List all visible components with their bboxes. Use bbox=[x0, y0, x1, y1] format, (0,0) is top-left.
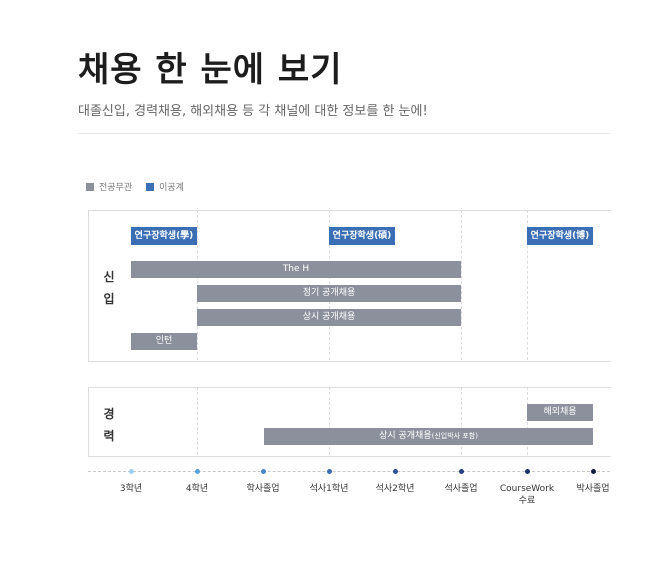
timeline-label-senior: 4학년 bbox=[157, 483, 237, 495]
legend-label-general: 전공무관 bbox=[99, 183, 133, 193]
regular-recruitment-bar: 정기 공개채용 bbox=[197, 285, 461, 302]
legend-label-science: 이공계 bbox=[159, 183, 184, 193]
timeline-dot bbox=[393, 469, 398, 474]
timeline-label-junior: 3학년 bbox=[91, 483, 171, 495]
experienced-ongoing-label: 상시 공개채용 bbox=[379, 431, 432, 441]
section-label-new-2: 입 bbox=[103, 292, 115, 306]
page-subtitle: 대졸신입, 경력채용, 해외채용 등 각 채널에 대한 정보를 한 눈에! bbox=[78, 104, 428, 119]
scholarship-master-chip: 연구장학생(碩) bbox=[329, 227, 395, 245]
timeline-dot bbox=[129, 469, 134, 474]
new-hire-panel bbox=[88, 210, 611, 362]
the-h-bar: The H bbox=[131, 261, 461, 278]
overseas-recruitment-bar: 해외채용 bbox=[527, 404, 593, 421]
timeline-dot bbox=[459, 469, 464, 474]
guide-line bbox=[329, 387, 330, 455]
legend-swatch-science bbox=[146, 182, 155, 191]
timeline-label-master-grad: 석사졸업 bbox=[421, 483, 501, 495]
timeline-label-text: 수료 bbox=[518, 496, 536, 506]
guide-line bbox=[527, 210, 528, 360]
timeline-dot bbox=[525, 469, 530, 474]
section-label-new-1: 신 bbox=[103, 270, 115, 284]
timeline-label-text: 학사졸업 bbox=[246, 484, 280, 494]
timeline-label-coursework: CourseWork 수료 bbox=[487, 483, 567, 507]
guide-line bbox=[461, 387, 462, 455]
timeline-label-text: 3학년 bbox=[119, 484, 143, 494]
legend-item-science: 이공계 bbox=[146, 180, 184, 193]
timeline-label-text: CourseWork bbox=[499, 484, 555, 494]
scholarship-doctor-chip: 연구장학생(博) bbox=[527, 227, 593, 245]
timeline-dot bbox=[195, 469, 200, 474]
timeline-label-text: 박사졸업 bbox=[576, 484, 610, 494]
scholarship-bachelor-chip: 연구장학생(學) bbox=[131, 227, 197, 245]
timeline-label-master-2: 석사2학년 bbox=[355, 483, 435, 495]
divider bbox=[78, 133, 610, 134]
timeline-label-master-1: 석사1학년 bbox=[289, 483, 369, 495]
timeline-label-bachelor-grad: 학사졸업 bbox=[223, 483, 303, 495]
guide-line bbox=[197, 387, 198, 455]
timeline-dot bbox=[327, 469, 332, 474]
experienced-ongoing-note: (신입박사 포함) bbox=[431, 432, 478, 440]
timeline-label-text: 석사1학년 bbox=[309, 484, 349, 494]
section-label-exp-1: 경 bbox=[103, 407, 115, 421]
timeline-label-text: 석사졸업 bbox=[444, 484, 478, 494]
timeline-label-text: 석사2학년 bbox=[375, 484, 415, 494]
ongoing-recruitment-bar: 상시 공개채용 bbox=[197, 309, 461, 326]
timeline-dot bbox=[591, 469, 596, 474]
section-label-exp-2: 력 bbox=[103, 429, 115, 443]
intern-bar: 인턴 bbox=[131, 333, 197, 350]
legend: 전공무관 이공계 bbox=[86, 180, 184, 193]
section-label-experienced: 경 력 bbox=[100, 403, 118, 447]
timeline-label-text: 4학년 bbox=[185, 484, 209, 494]
experienced-ongoing-bar: 상시 공개채용(신입박사 포함) bbox=[264, 428, 593, 445]
legend-item-general: 전공무관 bbox=[86, 180, 132, 193]
timeline-dot bbox=[261, 469, 266, 474]
section-label-new: 신 입 bbox=[100, 266, 118, 310]
guide-line bbox=[461, 210, 462, 360]
legend-swatch-general bbox=[86, 182, 94, 191]
page-title: 채용 한 눈에 보기 bbox=[78, 50, 343, 90]
experienced-panel bbox=[88, 387, 611, 457]
timeline-label-doctor-grad: 박사졸업 bbox=[553, 483, 633, 495]
timeline-axis bbox=[88, 471, 610, 472]
guide-line bbox=[527, 387, 528, 455]
